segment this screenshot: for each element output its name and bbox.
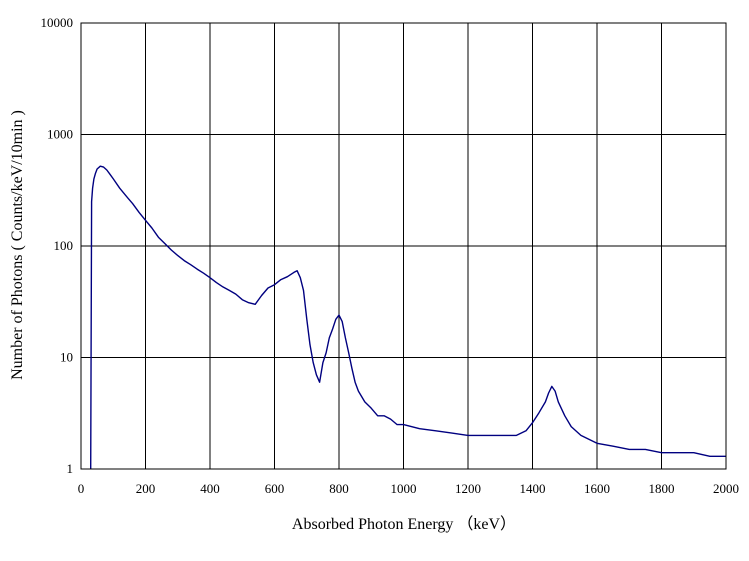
x-tick-labels: 0 200 400 600 800 1000 1200 1400 1600 1800 2000 (78, 481, 739, 496)
x-tick-label: 2000 (713, 481, 739, 496)
x-tick-label: 1200 (455, 481, 481, 496)
spectrum-series-line (90, 165, 726, 470)
y-tick-label: 100 (54, 238, 74, 253)
y-tick-label: 10000 (41, 15, 74, 30)
y-axis-label: Number of Photons ( Counts/keV/10min ) (9, 110, 26, 380)
x-axis-label: Absorbed Photon Energy （keV） (292, 515, 516, 533)
x-tick-label: 1800 (649, 481, 675, 496)
x-tick-label: 0 (78, 481, 85, 496)
x-tick-label: 600 (265, 481, 285, 496)
plot-frame (80, 22, 727, 470)
y-tick-label: 10 (60, 350, 73, 365)
y-tick-labels: 1 10 100 1000 10000 (41, 15, 74, 476)
y-tick-label: 1000 (47, 127, 73, 142)
series-layer (90, 165, 726, 470)
x-tick-label: 1400 (520, 481, 546, 496)
x-tick-label: 800 (329, 481, 349, 496)
y-tick-label: 1 (67, 461, 74, 476)
x-tick-label: 1000 (391, 481, 417, 496)
x-tick-label: 1600 (584, 481, 610, 496)
grid (80, 22, 727, 470)
x-tick-label: 200 (136, 481, 156, 496)
x-tick-label: 400 (200, 481, 220, 496)
